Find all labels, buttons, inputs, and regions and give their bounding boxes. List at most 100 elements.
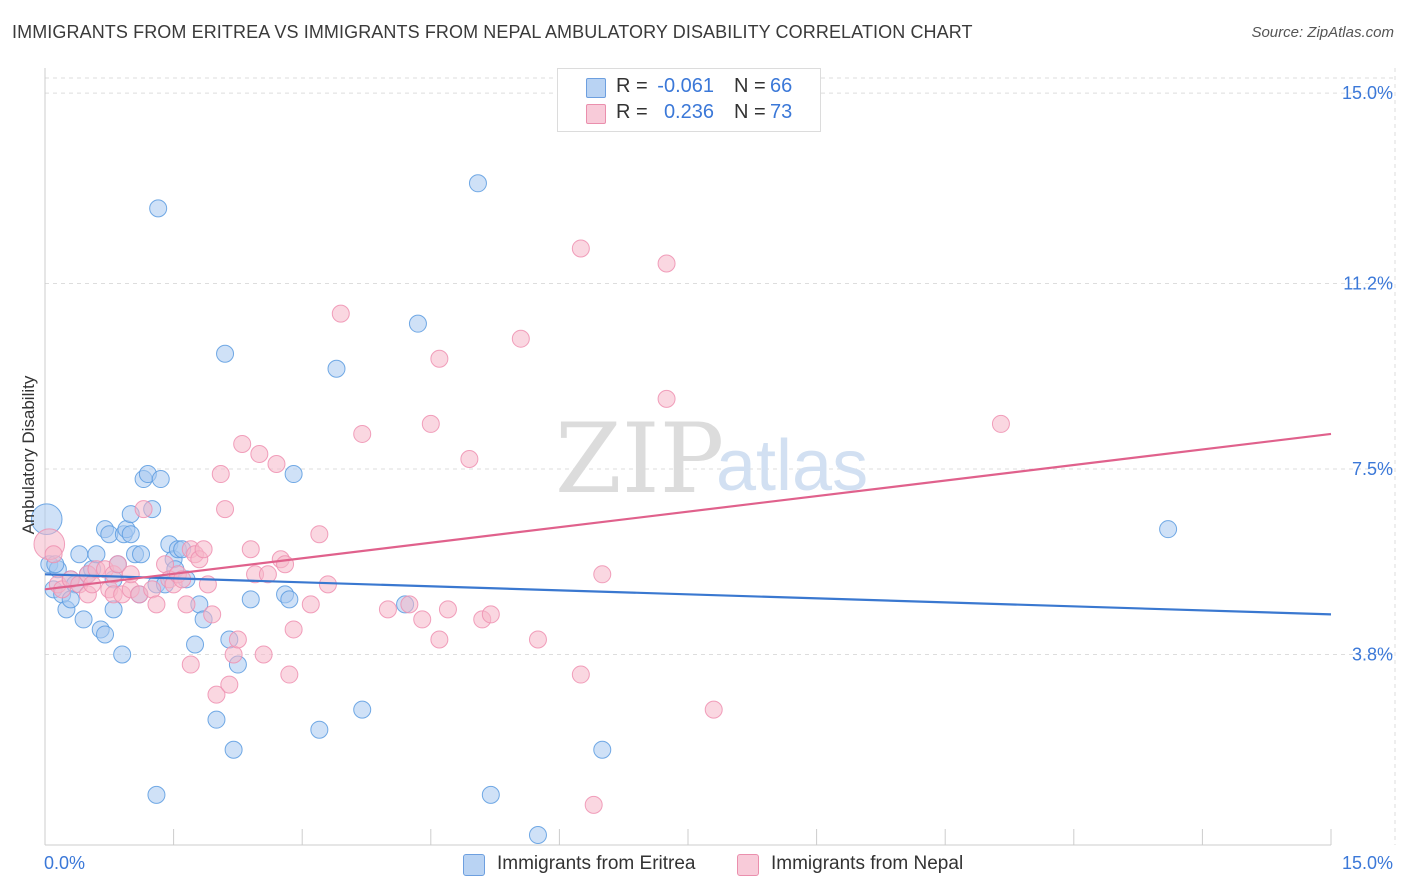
eritrea-point	[528, 825, 547, 844]
nepal-point	[143, 580, 162, 599]
nepal-point	[177, 595, 196, 614]
nepal-point	[310, 525, 329, 544]
nepal-point	[460, 450, 479, 469]
y-tick-label: 3.8%	[1352, 645, 1393, 665]
n-value: 73	[770, 101, 793, 123]
nepal-point	[224, 645, 243, 664]
nepal-point	[216, 500, 235, 519]
nepal-point	[413, 610, 432, 629]
nepal-point	[254, 645, 273, 664]
chart-title: IMMIGRANTS FROM ERITREA VS IMMIGRANTS FR…	[12, 22, 973, 42]
r-label: R =	[616, 101, 648, 123]
eritrea-point	[241, 590, 260, 609]
n-value: 66	[770, 75, 793, 97]
nepal-point	[657, 254, 676, 273]
nepal-point	[528, 630, 547, 649]
eritrea-point	[113, 645, 132, 664]
eritrea-point	[96, 625, 115, 644]
source-label: Source: ZipAtlas.com	[1251, 24, 1394, 41]
nepal-legend-swatch	[737, 854, 759, 876]
eritrea-swatch	[586, 78, 606, 98]
eritrea-point	[468, 174, 487, 193]
tick-labels: 3.8% 7.5% 11.2% 15.0% 0.0% 15.0%	[44, 83, 1393, 873]
n-label: N =	[734, 101, 766, 123]
stats-row-eritrea: R = -0.061 N = 66	[558, 74, 820, 100]
nepal-point	[211, 465, 230, 484]
nepal-point	[657, 389, 676, 408]
nepal-point	[134, 500, 153, 519]
eritrea-point	[280, 590, 299, 609]
eritrea-point	[121, 525, 140, 544]
nepal-point	[181, 655, 200, 674]
trend-lines	[44, 432, 1332, 616]
nepal-point	[276, 555, 295, 574]
r-value: -0.061	[657, 75, 714, 97]
nepal-point	[331, 304, 350, 323]
eritrea-point	[327, 359, 346, 378]
nepal-point	[571, 239, 590, 258]
r-value: 0.236	[663, 101, 714, 123]
nepal-point	[207, 685, 226, 704]
eritrea-point	[186, 635, 205, 654]
nepal-point	[280, 665, 299, 684]
watermark-zip: ZIP	[555, 403, 724, 515]
nepal-point	[511, 329, 530, 348]
eritrea-point	[481, 785, 500, 804]
nepal-point	[250, 444, 269, 463]
nepal-point	[421, 414, 440, 433]
nepal-point	[258, 565, 277, 584]
stats-box: R = -0.061 N = 66 R = 0.236 N = 73	[557, 68, 821, 132]
eritrea-point	[149, 199, 168, 218]
eritrea-point	[1159, 520, 1178, 539]
nepal-point	[378, 600, 397, 619]
eritrea-point	[207, 710, 226, 729]
n-label: N =	[734, 75, 766, 97]
eritrea-trend-line	[44, 573, 1332, 616]
legend-label: Immigrants from Nepal	[771, 853, 964, 874]
nepal-point	[353, 424, 372, 443]
nepal-point	[233, 434, 252, 453]
nepal-point	[284, 620, 303, 639]
eritrea-point	[70, 545, 89, 564]
eritrea-point	[408, 314, 427, 333]
eritrea-point	[74, 610, 93, 629]
x-tick-label: 0.0%	[44, 853, 85, 873]
y-tick-label: 15.0%	[1342, 83, 1393, 103]
data-points	[30, 174, 1178, 844]
nepal-point	[44, 545, 63, 564]
y-axis-title: Ambulatory Disability	[19, 375, 38, 534]
nepal-point	[147, 595, 166, 614]
nepal-point	[430, 349, 449, 368]
legend-label: Immigrants from Eritrea	[497, 853, 696, 874]
eritrea-point	[104, 600, 123, 619]
nepal-point	[430, 630, 449, 649]
nepal-point	[571, 665, 590, 684]
eritrea-point	[593, 740, 612, 759]
nepal-point	[584, 795, 603, 814]
watermark: ZIP atlas	[555, 403, 868, 515]
y-tick-label: 11.2%	[1343, 274, 1393, 294]
watermark-atlas: atlas	[716, 426, 868, 506]
nepal-point	[704, 700, 723, 719]
r-label: R =	[616, 75, 648, 97]
eritrea-point	[132, 545, 151, 564]
nepal-swatch	[586, 104, 606, 124]
nepal-point	[267, 455, 286, 474]
eritrea-point	[284, 465, 303, 484]
eritrea-point	[216, 344, 235, 363]
eritrea-point	[310, 720, 329, 739]
axes	[44, 68, 1332, 846]
nepal-trend-line	[44, 432, 1332, 591]
eritrea-point	[224, 740, 243, 759]
nepal-point	[228, 630, 247, 649]
x-tick-label: 15.0%	[1342, 853, 1393, 873]
nepal-point	[220, 675, 239, 694]
eritrea-point	[87, 545, 106, 564]
eritrea-point	[353, 700, 372, 719]
nepal-point	[108, 555, 127, 574]
y-tick-label: 7.5%	[1352, 459, 1393, 479]
nepal-point	[593, 565, 612, 584]
nepal-point	[481, 605, 500, 624]
nepal-point	[301, 595, 320, 614]
